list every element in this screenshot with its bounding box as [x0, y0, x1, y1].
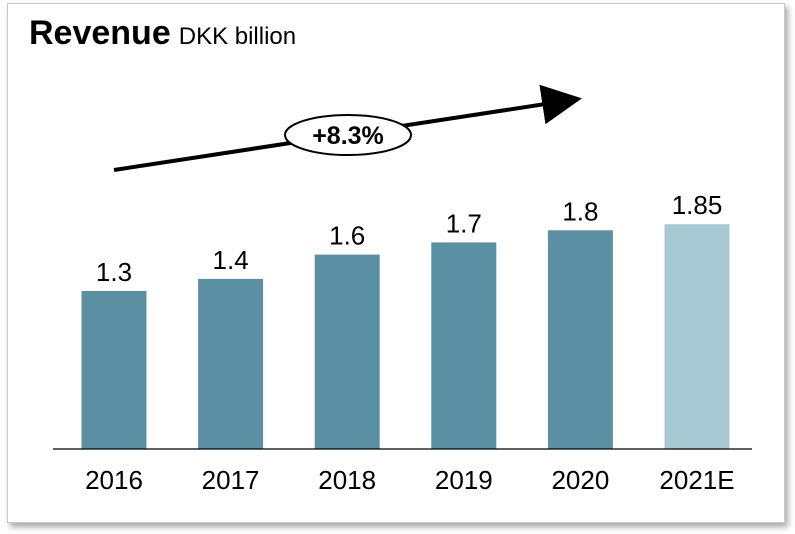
bar-2017: [198, 278, 264, 449]
x-tick-label-2018: 2018: [318, 465, 376, 495]
bar-2018: [314, 254, 380, 449]
x-tick-label-2021E: 2021E: [659, 465, 734, 495]
value-label-2020: 1.8: [562, 196, 598, 226]
value-labels-layer: 1.3 1.4 1.6 1.7 1.8 1.85: [96, 190, 722, 287]
bars-layer: [81, 224, 730, 449]
x-tick-label-2017: 2017: [202, 465, 260, 495]
bar-2021E: [664, 224, 730, 449]
x-tick-label-2016: 2016: [85, 465, 143, 495]
value-label-2016: 1.3: [96, 257, 132, 287]
growth-rate-oval: [284, 114, 412, 156]
x-tick-labels-layer: 2016 2017 2018 2019 2020 2021E: [85, 465, 735, 495]
bar-2020: [547, 230, 613, 449]
bar-2019: [431, 242, 497, 449]
growth-annotation: +8.3%: [113, 84, 582, 172]
x-tick-label-2019: 2019: [435, 465, 493, 495]
value-label-2019: 1.7: [446, 208, 482, 238]
x-tick-label-2020: 2020: [551, 465, 609, 495]
chart-title-unit: DKK billion: [178, 23, 297, 50]
bar-2016: [81, 291, 147, 449]
chart-title: Revenue DKK billion: [29, 16, 296, 50]
value-label-2018: 1.6: [329, 221, 365, 251]
growth-rate-label: +8.3%: [312, 122, 384, 150]
value-label-2017: 1.4: [213, 245, 249, 275]
value-label-2021E: 1.85: [672, 190, 723, 220]
chart-title-main: Revenue: [29, 14, 171, 52]
